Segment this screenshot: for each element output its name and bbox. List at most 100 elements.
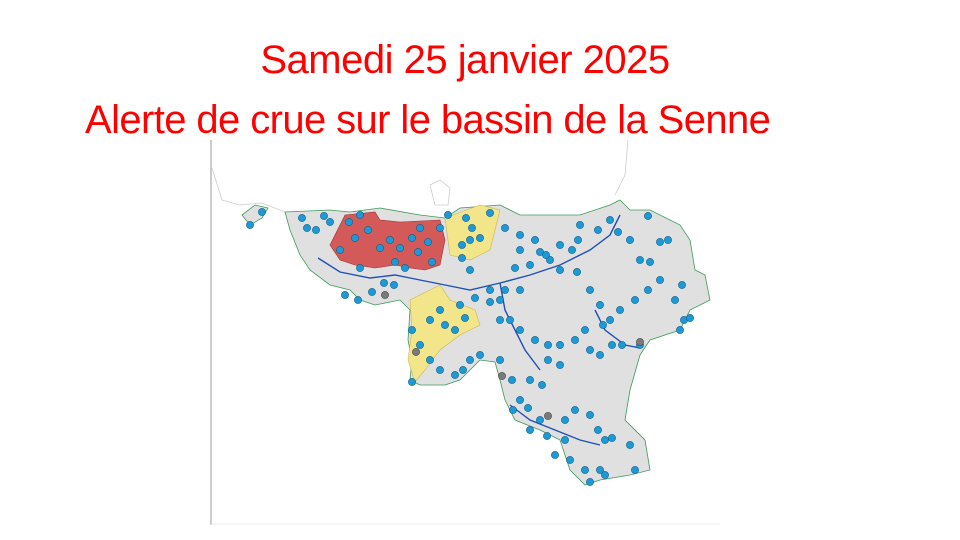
station-marker bbox=[531, 336, 539, 344]
station-marker bbox=[568, 246, 576, 254]
station-marker bbox=[444, 211, 452, 219]
slide-title-alert: Alerte de crue sur le bassin de la Senne bbox=[85, 98, 771, 142]
station-marker bbox=[656, 238, 664, 246]
station-marker bbox=[526, 426, 534, 434]
station-marker bbox=[606, 216, 614, 224]
station-marker bbox=[573, 268, 581, 276]
station-marker bbox=[408, 326, 416, 334]
station-marker bbox=[509, 406, 517, 414]
station-marker bbox=[401, 264, 409, 272]
station-marker bbox=[544, 356, 552, 364]
station-marker bbox=[596, 351, 604, 359]
station-marker bbox=[606, 316, 614, 324]
station-marker bbox=[486, 298, 494, 306]
station-marker bbox=[356, 211, 364, 219]
station-marker bbox=[459, 366, 467, 374]
station-marker bbox=[426, 356, 434, 364]
station-marker bbox=[303, 224, 311, 232]
station-marker bbox=[574, 236, 582, 244]
station-marker bbox=[471, 294, 479, 302]
station-marker bbox=[542, 251, 550, 259]
station-marker bbox=[516, 396, 524, 404]
station-marker bbox=[501, 224, 509, 232]
wallonia-land bbox=[284, 199, 711, 486]
station-marker bbox=[486, 286, 494, 294]
station-marker bbox=[516, 286, 524, 294]
station-marker bbox=[511, 264, 519, 272]
station-marker bbox=[656, 276, 664, 284]
station-marker bbox=[526, 261, 534, 269]
station-marker bbox=[646, 258, 654, 266]
station-marker bbox=[345, 218, 353, 226]
station-marker bbox=[408, 378, 416, 386]
station-marker bbox=[608, 434, 616, 442]
station-marker bbox=[608, 341, 616, 349]
station-marker bbox=[396, 244, 404, 252]
station-marker bbox=[436, 306, 444, 314]
station-marker bbox=[676, 326, 684, 334]
station-marker bbox=[436, 224, 444, 232]
station-marker bbox=[671, 296, 679, 304]
station-marker bbox=[466, 356, 474, 364]
station-marker bbox=[586, 346, 594, 354]
station-marker bbox=[618, 341, 626, 349]
station-marker-inactive bbox=[412, 348, 420, 356]
station-marker bbox=[516, 231, 524, 239]
station-marker bbox=[466, 236, 474, 244]
station-marker bbox=[516, 326, 524, 334]
station-marker bbox=[581, 326, 589, 334]
station-marker bbox=[556, 361, 564, 369]
station-marker bbox=[678, 281, 686, 289]
station-marker bbox=[531, 236, 539, 244]
station-marker bbox=[428, 258, 436, 266]
station-marker bbox=[566, 456, 574, 464]
station-marker-inactive bbox=[636, 338, 644, 346]
station-marker bbox=[516, 246, 524, 254]
station-marker bbox=[476, 234, 484, 242]
station-marker bbox=[571, 336, 579, 344]
station-marker bbox=[556, 341, 564, 349]
vigilance-zone-yellow-west bbox=[407, 284, 481, 383]
station-marker bbox=[686, 314, 694, 322]
station-marker bbox=[458, 241, 466, 249]
station-marker bbox=[486, 209, 494, 217]
station-marker bbox=[571, 406, 579, 414]
station-marker bbox=[456, 301, 464, 309]
station-marker bbox=[556, 266, 564, 274]
station-marker bbox=[506, 316, 514, 324]
station-marker bbox=[424, 238, 432, 246]
station-marker bbox=[538, 381, 546, 389]
station-marker bbox=[586, 286, 594, 294]
station-marker bbox=[614, 228, 622, 236]
station-marker bbox=[551, 451, 559, 459]
neighbor-border bbox=[211, 140, 629, 213]
station-marker bbox=[631, 296, 639, 304]
station-marker bbox=[408, 234, 416, 242]
station-marker bbox=[246, 221, 254, 229]
station-marker bbox=[298, 214, 306, 222]
station-marker bbox=[601, 471, 609, 479]
station-marker bbox=[461, 314, 469, 322]
station-marker-inactive bbox=[544, 412, 552, 420]
station-marker bbox=[258, 208, 266, 216]
station-marker bbox=[451, 326, 459, 334]
station-marker bbox=[601, 436, 609, 444]
station-marker bbox=[351, 234, 359, 242]
station-marker bbox=[599, 321, 607, 329]
station-marker bbox=[416, 341, 424, 349]
station-marker bbox=[426, 316, 434, 324]
station-marker bbox=[356, 264, 364, 272]
station-marker bbox=[544, 341, 552, 349]
station-marker bbox=[458, 254, 466, 262]
station-marker bbox=[376, 244, 384, 252]
station-marker bbox=[596, 466, 604, 474]
station-markers bbox=[246, 208, 694, 486]
flood-alert-map bbox=[210, 140, 720, 525]
station-marker bbox=[368, 288, 376, 296]
station-marker bbox=[336, 246, 344, 254]
station-marker bbox=[496, 296, 504, 304]
station-marker bbox=[644, 212, 652, 220]
station-marker bbox=[596, 301, 604, 309]
station-marker-inactive bbox=[381, 291, 389, 299]
station-marker bbox=[496, 356, 504, 364]
